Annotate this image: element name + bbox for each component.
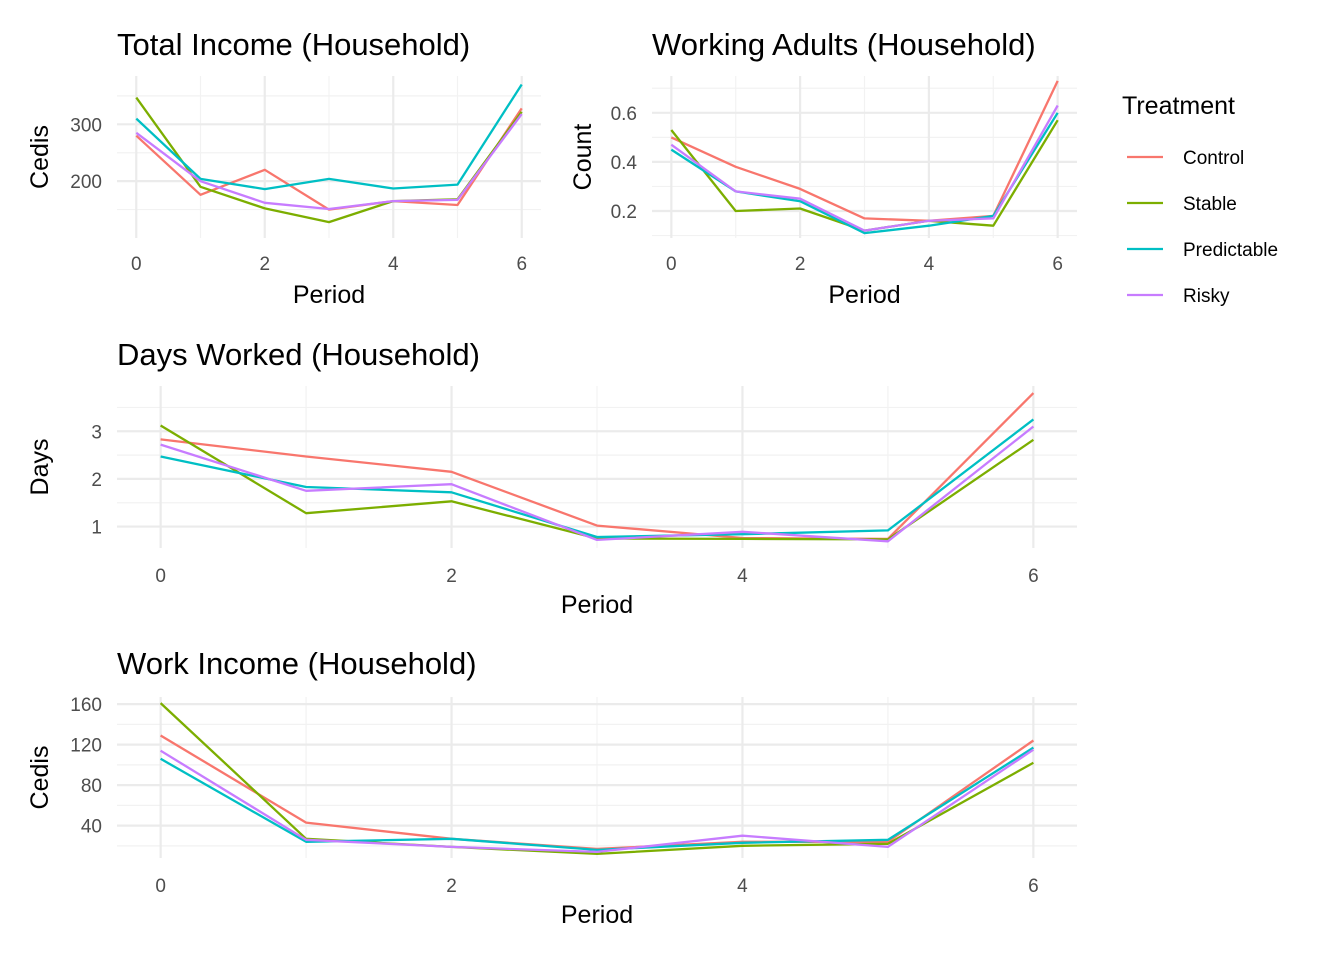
y-tick-label: 40: [81, 817, 102, 838]
panel-working-adults: 0 2 4 6 0.2 0.4 0.6 Working Adults (Household) P…: [569, 27, 1077, 309]
panel-work-income: 0 2 4 6 40 80 120 160 Work Income (Household) Per…: [26, 646, 1077, 929]
series-line-risky: [159, 748, 1035, 854]
y-tick-label: 0.4: [611, 153, 638, 174]
x-tick-label: 2: [795, 254, 806, 275]
y-axis-title: Days: [26, 439, 54, 496]
y-axis-title: Cedis: [26, 746, 54, 810]
y-tick-label: 160: [70, 695, 102, 716]
panel-days-worked: 0 2 4 6 1 2 3 Days Worked (Household) Period Days: [26, 337, 1077, 619]
y-axis-title: Cedis: [26, 125, 54, 189]
x-tick-label: 4: [737, 566, 748, 587]
x-tick-label: 6: [516, 254, 527, 275]
panel-title: Total Income (Household): [117, 27, 470, 62]
series-line-stable: [160, 424, 1035, 541]
y-tick-label: 0.2: [611, 202, 637, 223]
x-axis-title: Period: [561, 591, 633, 619]
series-line-predictable: [160, 746, 1035, 852]
y-tick-label: 1: [91, 518, 102, 539]
x-axis-title: Period: [828, 281, 900, 309]
x-tick-label: 0: [666, 254, 677, 275]
x-axis-title: Period: [293, 281, 365, 309]
x-tick-label: 0: [155, 566, 166, 587]
panel-title: Days Worked (Household): [117, 337, 480, 372]
legend-item-predictable: Predictable: [1127, 240, 1278, 261]
panel-title: Working Adults (Household): [652, 27, 1036, 62]
legend-item-stable: Stable: [1127, 194, 1237, 215]
legend: Treatment Control Stable Predictable Ris…: [1122, 92, 1278, 307]
x-tick-label: 2: [259, 254, 270, 275]
x-tick-label: 0: [131, 254, 142, 275]
series-line-predictable: [135, 83, 523, 191]
legend-label-predictable: Predictable: [1183, 240, 1278, 261]
series-line-predictable: [160, 418, 1035, 539]
panel-title: Work Income (Household): [117, 646, 477, 681]
x-tick-label: 6: [1052, 254, 1063, 275]
x-axis-title: Period: [561, 901, 633, 929]
x-tick-label: 6: [1028, 566, 1039, 587]
legend-label-stable: Stable: [1183, 194, 1237, 215]
series-line-risky: [160, 425, 1035, 543]
x-tick-label: 4: [388, 254, 399, 275]
x-tick-label: 6: [1028, 876, 1039, 897]
series-line-risky: [135, 113, 523, 211]
y-tick-label: 80: [81, 776, 102, 797]
legend-item-control: Control: [1127, 148, 1244, 169]
x-tick-label: 4: [737, 876, 748, 897]
panel-total-income: 0 2 4 6 200 300 Total Income (Household) Period…: [26, 27, 541, 309]
y-tick-label: 0.6: [611, 104, 637, 125]
x-tick-label: 2: [446, 566, 457, 587]
y-tick-label: 2: [91, 470, 102, 491]
x-tick-label: 2: [446, 876, 457, 897]
x-tick-label: 0: [155, 876, 166, 897]
y-tick-label: 300: [70, 115, 102, 136]
y-tick-label: 200: [70, 172, 102, 193]
legend-item-risky: Risky: [1127, 286, 1230, 307]
y-tick-label: 3: [91, 422, 102, 443]
y-tick-label: 120: [70, 736, 102, 757]
legend-title: Treatment: [1122, 92, 1235, 120]
legend-label-risky: Risky: [1183, 286, 1230, 307]
y-axis-title: Count: [569, 124, 597, 191]
legend-label-control: Control: [1183, 148, 1244, 169]
series-line-risky: [670, 104, 1059, 232]
x-tick-label: 4: [924, 254, 935, 275]
